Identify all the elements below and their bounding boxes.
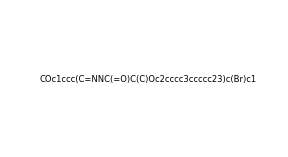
Text: COc1ccc(C=NNC(=O)C(C)Oc2cccc3ccccc23)c(Br)c1: COc1ccc(C=NNC(=O)C(C)Oc2cccc3ccccc23)c(B…: [39, 75, 256, 84]
